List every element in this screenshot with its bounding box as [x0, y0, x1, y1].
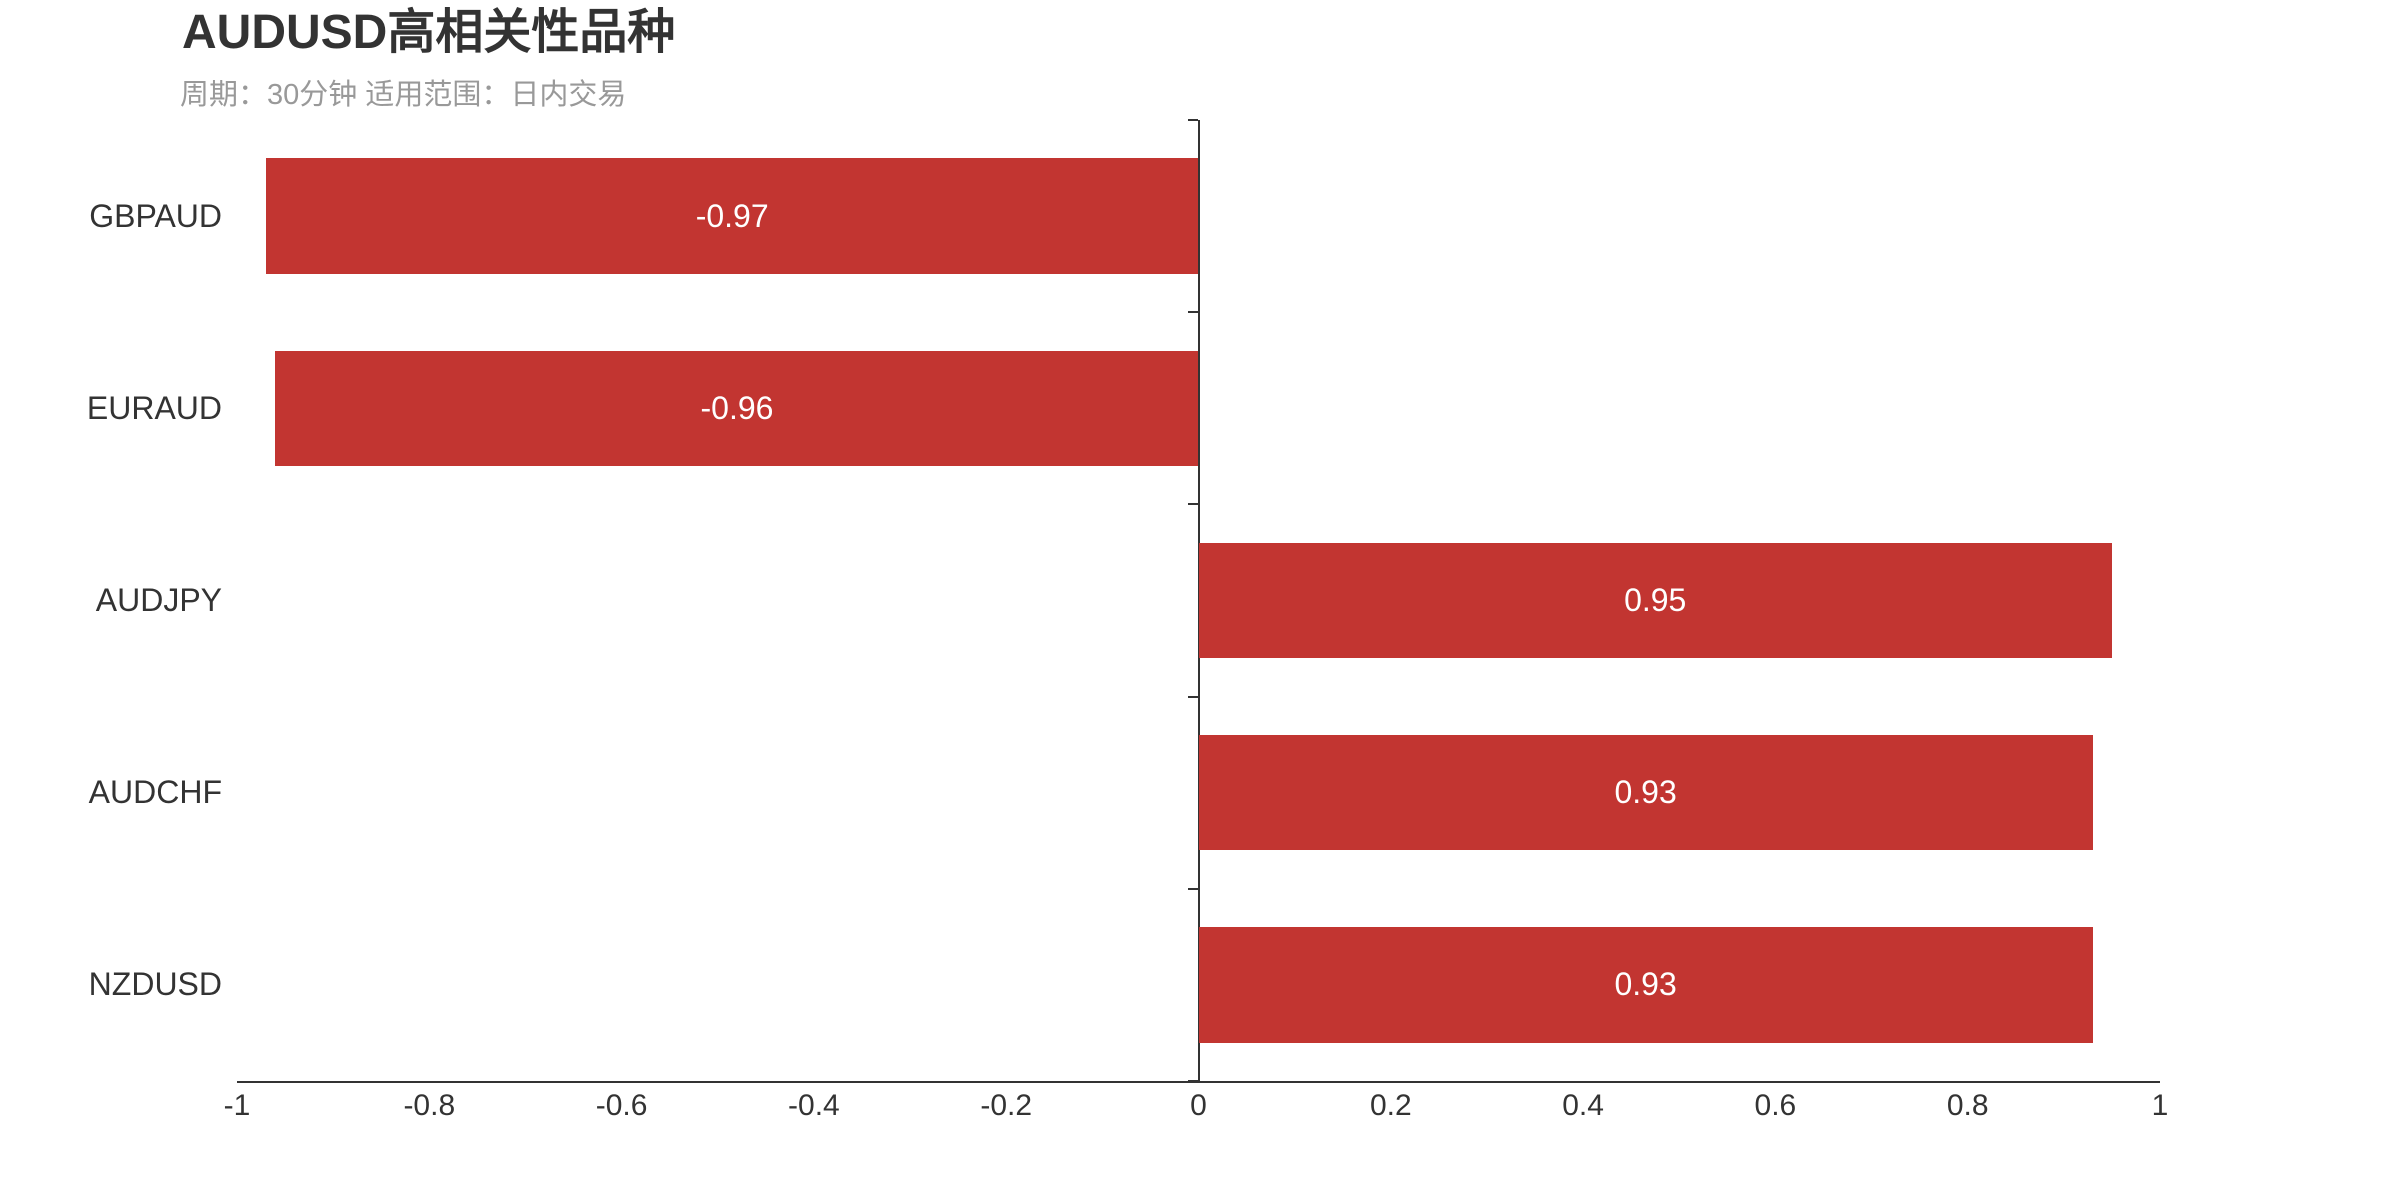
bar-value-label: -0.96 [700, 389, 774, 426]
x-tick-label: 0.6 [1754, 1089, 1797, 1122]
bar-audchf[interactable]: 0.93 [1198, 735, 2093, 851]
category-label-audchf: AUDCHF [88, 774, 222, 811]
category-axis-tick [1187, 887, 1198, 890]
category-labels: GBPAUD EURAUD AUDJPY AUDCHF NZDUSD [0, 120, 222, 1081]
chart-title: AUDUSD高相关性品种 [182, 6, 676, 59]
x-tick-label: 1 [2151, 1089, 2169, 1122]
x-tick-label: -1 [223, 1089, 251, 1122]
bar-euraud[interactable]: -0.96 [275, 350, 1199, 466]
x-tick-label: 0.2 [1369, 1089, 1412, 1122]
category-axis-tick [1187, 503, 1198, 506]
category-label-gbpaud: GBPAUD [89, 197, 222, 234]
x-tick-label: 0.8 [1946, 1089, 1989, 1122]
x-tick-label: -0.8 [403, 1089, 456, 1122]
category-label-nzdusd: NZDUSD [88, 966, 222, 1003]
bar-value-label: 0.95 [1624, 581, 1687, 618]
category-axis-tick [1187, 311, 1198, 314]
bar-gbpaud[interactable]: -0.97 [265, 158, 1199, 274]
plot-area: -0.97 -0.96 0.95 0.93 0.93 [237, 119, 2160, 1083]
x-tick-label: 0 [1190, 1089, 1207, 1122]
category-label-audjpy: AUDJPY [95, 582, 222, 618]
x-tick-label: -0.4 [788, 1089, 840, 1122]
bar-value-label: -0.97 [695, 197, 769, 234]
category-axis-tick [1187, 1080, 1198, 1082]
category-label-euraud: EURAUD [86, 389, 222, 426]
category-axis-tick [1187, 119, 1198, 121]
bar-value-label: 0.93 [1614, 966, 1677, 1003]
x-tick-label: 0.4 [1562, 1089, 1604, 1122]
bar-value-label: 0.93 [1614, 774, 1677, 811]
chart-subtitle: 周期：30分钟 适用范围：日内交易 [180, 79, 627, 111]
x-tick-labels: -1 -0.8 -0.6 -0.4 -0.2 0 0.2 0.4 0.6 0.8 1 [224, 1089, 2169, 1129]
bar-nzdusd[interactable]: 0.93 [1198, 927, 2093, 1043]
x-tick-label: -0.2 [980, 1089, 1033, 1122]
category-axis-tick [1187, 695, 1198, 698]
bar-audjpy[interactable]: 0.95 [1198, 542, 2112, 659]
x-tick-label: -0.6 [595, 1089, 648, 1122]
